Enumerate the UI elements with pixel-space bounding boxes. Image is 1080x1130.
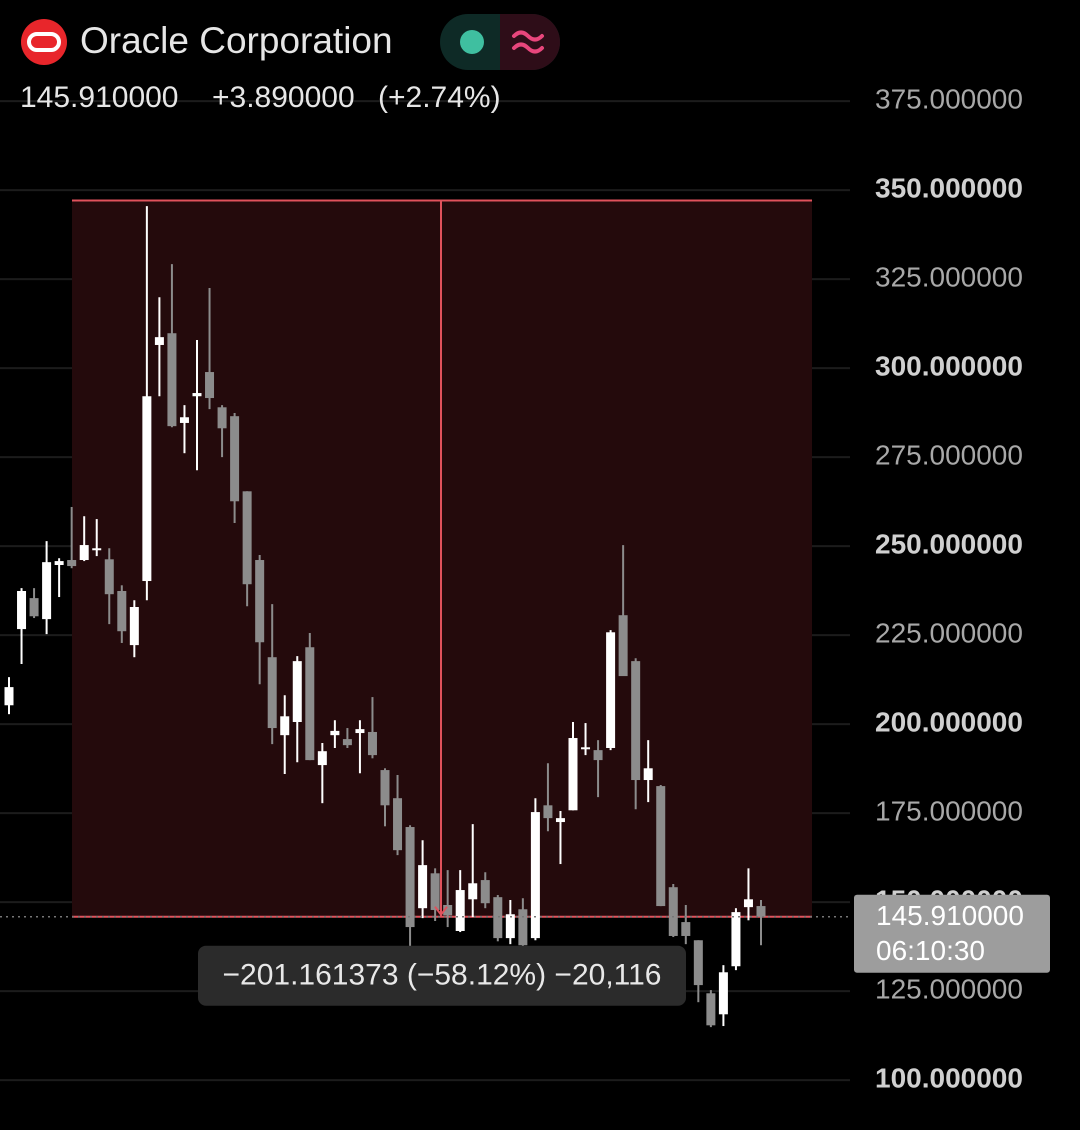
candle-body bbox=[267, 657, 277, 729]
candle-body bbox=[192, 393, 202, 397]
candle-body bbox=[42, 562, 52, 620]
candle-body bbox=[380, 770, 390, 806]
overlay: −201.161373 (−58.12%) −20,116 bbox=[0, 906, 850, 1006]
candle-body bbox=[505, 914, 515, 939]
candle-body bbox=[593, 750, 603, 761]
candle-body bbox=[656, 786, 666, 907]
status-dot bbox=[460, 30, 484, 54]
candle-body bbox=[631, 661, 641, 781]
candle-body bbox=[255, 560, 265, 643]
candle-body bbox=[67, 560, 77, 567]
candle-body bbox=[330, 730, 340, 736]
price: 145.910000 bbox=[20, 81, 179, 114]
candle-body bbox=[4, 687, 14, 706]
candle-body bbox=[242, 491, 252, 585]
candle-body bbox=[706, 993, 716, 1026]
candle-body bbox=[367, 731, 377, 756]
measure-label: −201.161373 (−58.12%) −20,116 bbox=[223, 959, 662, 992]
candle-body bbox=[518, 909, 528, 946]
candle-body bbox=[142, 396, 152, 582]
y-tick-label: 275.000000 bbox=[875, 440, 1023, 471]
y-tick-label: 350.000000 bbox=[875, 173, 1023, 204]
candle-body bbox=[104, 559, 114, 595]
candle-body bbox=[693, 940, 703, 986]
candle-body bbox=[443, 904, 453, 916]
logo-mark bbox=[27, 32, 61, 52]
y-tick-label: 250.000000 bbox=[875, 529, 1023, 560]
candle-body bbox=[154, 337, 164, 345]
y-tick-label: 375.000000 bbox=[875, 83, 1023, 114]
candle-body bbox=[79, 545, 89, 561]
y-tick-label: 300.000000 bbox=[875, 351, 1023, 382]
candle-body bbox=[668, 887, 678, 936]
candle-body bbox=[543, 805, 553, 819]
candle-body bbox=[530, 812, 540, 939]
symbol-title: Oracle Corporation bbox=[80, 20, 393, 61]
candle-body bbox=[305, 647, 315, 761]
candle-body bbox=[342, 739, 352, 746]
candle-body bbox=[54, 561, 64, 565]
candle-body bbox=[430, 873, 440, 910]
candle-body bbox=[493, 897, 503, 939]
candle-body bbox=[555, 818, 565, 823]
candle-body bbox=[643, 768, 653, 781]
candle-body bbox=[205, 372, 215, 399]
candle-body bbox=[167, 333, 177, 427]
y-tick-label: 325.000000 bbox=[875, 262, 1023, 293]
candle-body bbox=[606, 632, 616, 748]
candle-body bbox=[618, 615, 628, 677]
y-tick-label: 125.000000 bbox=[875, 974, 1023, 1005]
price-change-pct: (+2.74%) bbox=[378, 81, 501, 114]
logo bbox=[21, 19, 67, 65]
candle-body bbox=[756, 906, 766, 917]
candle-body bbox=[217, 407, 227, 429]
candle-body bbox=[355, 729, 365, 734]
measure-tool bbox=[72, 199, 812, 918]
y-tick-label: 225.000000 bbox=[875, 618, 1023, 649]
y-tick-label: 175.000000 bbox=[875, 796, 1023, 827]
candle-body bbox=[292, 661, 302, 723]
candle-body bbox=[581, 747, 591, 750]
candle-body bbox=[92, 548, 102, 551]
candle-body bbox=[743, 899, 753, 908]
candle-body bbox=[480, 880, 490, 904]
header: Oracle Corporation 145.910000 +3.890000 … bbox=[20, 14, 560, 114]
candle-body bbox=[405, 827, 415, 928]
candle-body bbox=[418, 865, 428, 909]
candle-body bbox=[568, 738, 578, 811]
candle-body bbox=[129, 607, 139, 646]
status-pill-right bbox=[500, 14, 560, 70]
price-tag-time: 06:10:30 bbox=[876, 935, 985, 966]
candle-body bbox=[455, 890, 465, 931]
candle-body bbox=[280, 716, 290, 736]
candle-body bbox=[681, 922, 691, 936]
price-change: +3.890000 bbox=[212, 81, 355, 114]
y-tick-label: 100.000000 bbox=[875, 1063, 1023, 1094]
candle-body bbox=[29, 598, 39, 617]
candle-body bbox=[117, 590, 127, 632]
measure-label-box bbox=[198, 945, 686, 1006]
candle-body bbox=[731, 912, 741, 967]
y-tick-label: 200.000000 bbox=[875, 707, 1023, 738]
candle-body bbox=[179, 417, 189, 423]
candles bbox=[4, 206, 766, 1028]
candle-body bbox=[718, 972, 728, 1015]
candle-body bbox=[17, 590, 27, 630]
price-tag bbox=[854, 894, 1050, 973]
y-axis: 100.000000125.000000150.000000175.000000… bbox=[854, 83, 1050, 1094]
price-tag-price: 145.910000 bbox=[876, 900, 1024, 931]
measure-arrow bbox=[434, 906, 448, 917]
candle-body bbox=[230, 416, 240, 502]
candle-body bbox=[317, 751, 327, 766]
candle-body bbox=[468, 883, 478, 900]
candle-body bbox=[393, 798, 403, 851]
indicator-icon bbox=[512, 30, 544, 54]
